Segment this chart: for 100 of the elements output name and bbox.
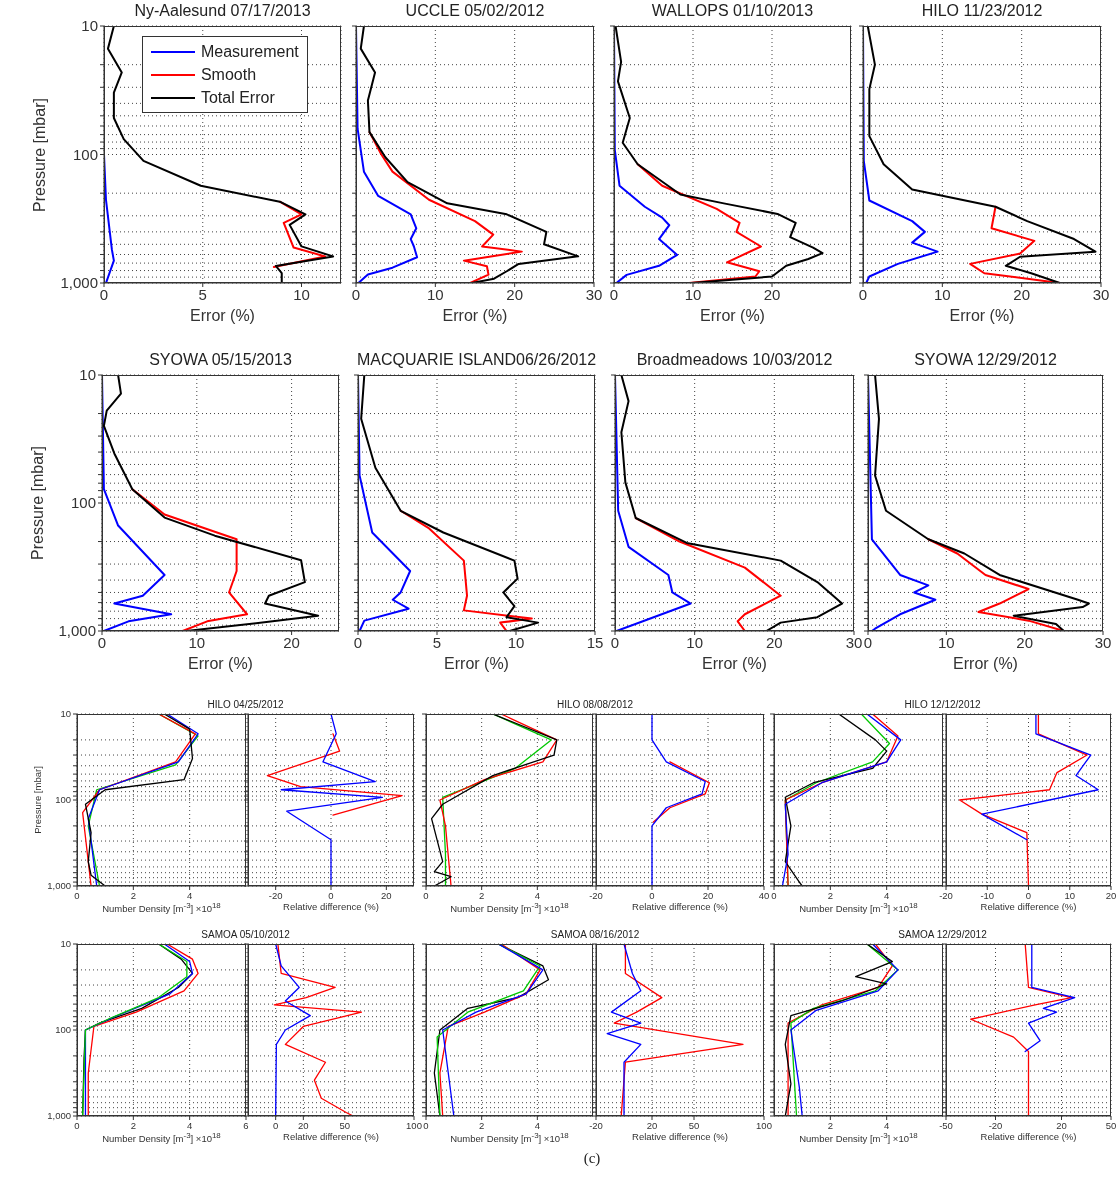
x-tick-label: -20 <box>939 889 953 901</box>
chart-title: HILO 08/08/2012 <box>555 699 635 710</box>
x-tick-label: 30 <box>1094 633 1112 651</box>
x-tick-label: 0 <box>863 633 873 651</box>
x-axis-title: Number Density [m$^{-3}$] ×10$^{18}$ <box>449 901 570 915</box>
x-tick-label: 10 <box>937 633 955 651</box>
x-tick-label: 10 <box>686 633 704 651</box>
y-tick-label: 1,000 <box>58 622 96 640</box>
y-axis-title: Pressure [mbar] <box>31 97 49 212</box>
x-tick-label: 20 <box>298 1119 309 1131</box>
x-tick-label: 0 <box>97 633 107 651</box>
x-tick-label: 10 <box>188 633 206 651</box>
x-tick-label: -20 <box>589 889 603 901</box>
x-tick-label: -20 <box>589 1119 603 1131</box>
x-tick-label: 0 <box>74 889 80 901</box>
x-tick-label: 0 <box>99 285 109 303</box>
x-axis-title: Relative difference (%) <box>632 901 728 912</box>
x-tick-label: 0 <box>423 889 429 901</box>
x-tick-label: 100 <box>756 1119 772 1131</box>
legend-label: Smooth <box>200 65 257 84</box>
x-tick-label: 50 <box>688 1119 700 1131</box>
x-tick-label: 20 <box>1105 889 1117 901</box>
y-tick-label: 1,000 <box>47 880 71 892</box>
x-tick-label: 10 <box>507 633 525 651</box>
x-tick-label: 20 <box>283 633 300 651</box>
chart-title: UCCLE 05/02/2012 <box>404 2 546 20</box>
x-tick-label: 20 <box>1016 633 1034 651</box>
x-tick-label: 0 <box>351 285 361 303</box>
x-tick-label: 5 <box>432 633 442 651</box>
x-axis-title: Error (%) <box>189 307 256 325</box>
x-tick-label: 2 <box>130 1119 136 1131</box>
chart-title: SYOWA 05/15/2013 <box>149 351 292 368</box>
x-tick-label: 20 <box>506 285 524 303</box>
y-tick-label: 10 <box>60 708 71 720</box>
x-tick-label: 10 <box>293 285 310 303</box>
x-axis-title: Relative difference (%) <box>979 901 1078 912</box>
x-tick-label: 20 <box>702 889 714 901</box>
x-tick-label: 20 <box>1013 285 1031 303</box>
y-axis-title: Pressure [mbar] <box>29 446 47 560</box>
x-tick-label: 0 <box>771 889 777 901</box>
x-tick-label: 5 <box>198 285 207 303</box>
x-tick-label: 10 <box>684 285 702 303</box>
x-tick-label: 10 <box>1064 889 1076 901</box>
x-axis-title: Number Density [m$^{-3}$] ×10$^{18}$ <box>101 901 222 915</box>
y-tick-label: 1,000 <box>60 274 98 292</box>
x-tick-label: 4 <box>884 1119 890 1131</box>
x-axis-title: Error (%) <box>443 655 510 673</box>
x-axis-title: Error (%) <box>699 307 766 325</box>
y-tick-label: 10 <box>79 366 96 384</box>
x-tick-label: 10 <box>933 285 951 303</box>
x-axis-title: Error (%) <box>701 655 768 673</box>
y-tick-label: 10 <box>60 938 71 950</box>
x-tick-label: 0 <box>74 1119 80 1131</box>
chart-title: HILO 11/23/2012 <box>920 2 1044 20</box>
x-tick-label: 2 <box>130 889 136 901</box>
x-tick-label: 4 <box>534 889 540 901</box>
chart-title: SYOWA 12/29/2012 <box>914 351 1057 368</box>
x-tick-label: 0 <box>328 889 334 901</box>
x-tick-label: 0 <box>609 285 619 303</box>
x-tick-label: 0 <box>858 285 868 303</box>
x-tick-label: 40 <box>758 889 770 901</box>
x-tick-label: 6 <box>243 1119 249 1131</box>
legend-label: Measurement <box>200 42 299 61</box>
x-tick-label: 30 <box>585 285 603 303</box>
chart-title: Broadmeadows 10/03/2012 <box>636 351 833 368</box>
x-axis-title: Number Density [m$^{-3}$] ×10$^{18}$ <box>798 1131 919 1145</box>
x-tick-label: 50 <box>339 1119 351 1131</box>
x-axis-title: Error (%) <box>441 307 509 325</box>
x-axis-title: Number Density [m$^{-3}$] ×10$^{18}$ <box>101 1131 222 1145</box>
chart-title: SAMOA 08/16/2012 <box>549 929 641 940</box>
x-axis-title: Relative difference (%) <box>283 1131 379 1142</box>
x-tick-label: 2 <box>479 889 485 901</box>
x-axis-title: Error (%) <box>948 307 1016 325</box>
chart-title: WALLOPS 01/10/2013 <box>650 2 815 20</box>
x-axis-title: Error (%) <box>952 655 1019 673</box>
x-tick-label: 15 <box>586 633 604 651</box>
x-axis-title: Relative difference (%) <box>283 901 379 912</box>
text: (c) <box>583 1150 601 1167</box>
x-tick-label: 4 <box>884 889 890 901</box>
x-tick-label: 10 <box>426 285 444 303</box>
x-tick-label: 0 <box>353 633 363 651</box>
x-tick-label: 20 <box>1056 1119 1067 1131</box>
x-tick-label: 30 <box>1092 285 1110 303</box>
y-tick-label: 10 <box>81 17 98 35</box>
x-tick-label: -10 <box>980 889 995 901</box>
x-tick-label: 4 <box>187 1119 193 1131</box>
x-tick-label: 2 <box>479 1119 485 1131</box>
chart-title: HILO 12/12/2012 <box>903 699 982 710</box>
x-axis-title: Relative difference (%) <box>632 1131 728 1142</box>
chart-title: SAMOA 12/29/2012 <box>897 929 988 940</box>
chart-title: Ny-Aalesund 07/17/2013 <box>134 2 311 19</box>
x-tick-label: 2 <box>827 1119 833 1131</box>
x-tick-label: 0 <box>610 633 620 651</box>
x-tick-label: 20 <box>646 1119 658 1131</box>
x-tick-label: -20 <box>988 1119 1003 1131</box>
x-axis-title: Number Density [m$^{-3}$] ×10$^{18}$ <box>798 901 919 915</box>
y-axis-title: Pressure [mbar] <box>31 766 43 834</box>
x-tick-label: 0 <box>273 1119 279 1131</box>
x-tick-label: 100 <box>406 1119 422 1131</box>
y-tick-label: 100 <box>72 145 98 163</box>
